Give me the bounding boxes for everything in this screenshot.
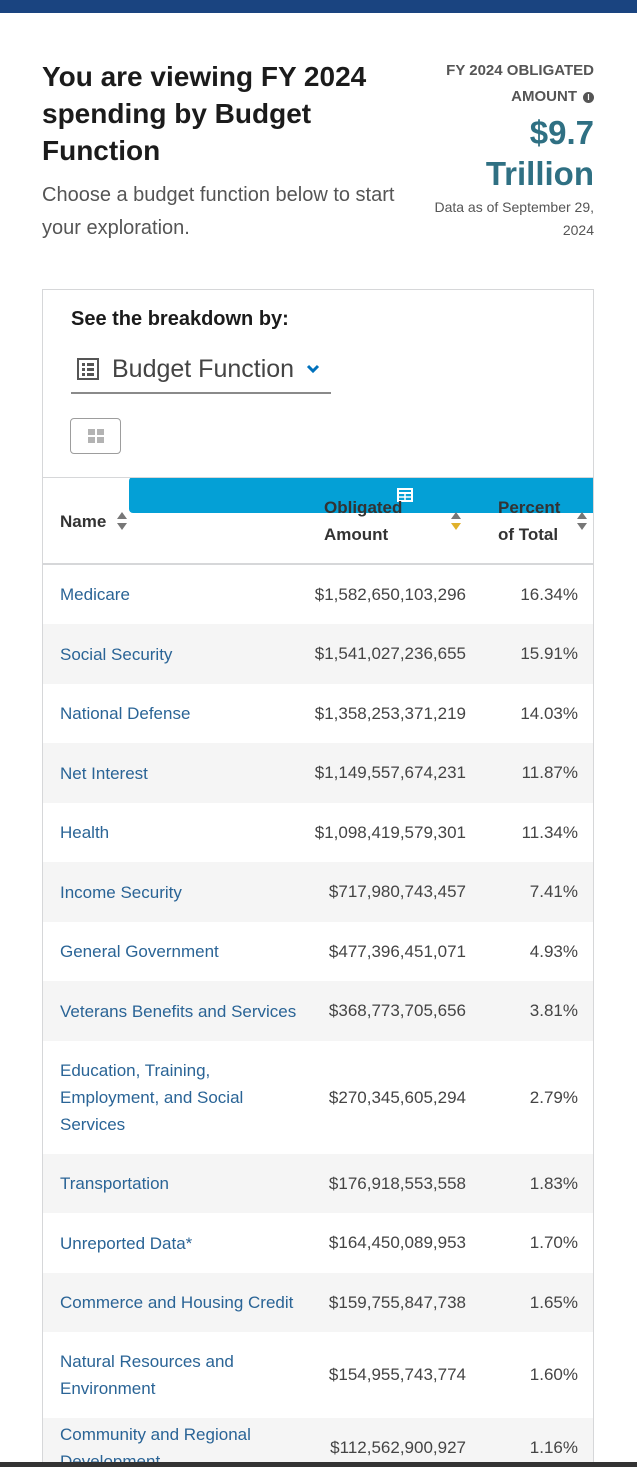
table-list-icon <box>77 358 99 380</box>
percent-of-total-cell: 1.60% <box>530 1365 578 1385</box>
bottom-bar <box>0 1462 637 1467</box>
obligated-amount-cell: $112,562,900,927 <box>330 1438 466 1458</box>
page-subtitle: Choose a budget function below to start … <box>42 179 422 245</box>
column-header-label: Name <box>60 508 106 535</box>
obligated-amount-cell: $164,450,089,953 <box>329 1233 466 1253</box>
percent-of-total-cell: 11.34% <box>522 823 578 843</box>
table-body: Medicare $1,582,650,103,296 16.34% Social S… <box>43 565 594 1467</box>
summary-label-text: FY 2024 OBLIGATED AMOUNT <box>446 62 594 105</box>
obligated-amount-cell: $1,149,557,674,231 <box>315 763 466 783</box>
percent-of-total-cell: 1.70% <box>530 1233 578 1253</box>
obligated-amount-cell: $154,955,743,774 <box>329 1365 466 1385</box>
page-title: You are viewing FY 2024 spending by Budg… <box>42 58 402 169</box>
budget-function-link[interactable]: Social Security <box>60 641 300 668</box>
obligated-amount-cell: $1,582,650,103,296 <box>315 585 466 605</box>
table-row: General Government $477,396,451,071 4.93% <box>43 922 594 981</box>
table-row: Veterans Benefits and Services $368,773,7… <box>43 981 594 1041</box>
budget-function-link[interactable]: Education, Training, Employment, and Soc… <box>60 1057 300 1138</box>
budget-function-link[interactable]: Net Interest <box>60 760 300 787</box>
table-row: National Defense $1,358,253,371,219 14.03% <box>43 684 594 743</box>
table-row: Community and Regional Development $112,5… <box>43 1418 594 1467</box>
budget-function-table: Name Obligated Amount Percent of Total <box>43 477 594 1467</box>
percent-of-total-cell: 1.65% <box>530 1293 578 1313</box>
table-row: Medicare $1,582,650,103,296 16.34% <box>43 565 594 624</box>
info-icon[interactable]: i <box>583 92 594 103</box>
percent-of-total-cell: 4.93% <box>530 942 578 962</box>
budget-function-link[interactable]: Health <box>60 819 300 846</box>
table-row: Transportation $176,918,553,558 1.83% <box>43 1154 594 1213</box>
obligated-amount-cell: $1,098,419,579,301 <box>315 823 466 843</box>
obligated-amount-cell: $477,396,451,071 <box>329 942 466 962</box>
sort-icon <box>116 511 128 531</box>
percent-of-total-cell: 11.87% <box>522 763 578 783</box>
column-header-label: Obligated Amount <box>324 494 464 548</box>
data-as-of-date: Data as of September 29, 2024 <box>424 196 594 242</box>
budget-function-link[interactable]: Natural Resources and Environment <box>60 1348 300 1402</box>
budget-function-link[interactable]: Medicare <box>60 581 300 608</box>
table-row: Unreported Data* $164,450,089,953 1.70% <box>43 1213 594 1273</box>
chevron-down-icon <box>306 364 320 374</box>
obligated-amount-cell: $368,773,705,656 <box>329 1001 466 1021</box>
percent-of-total-cell: 7.41% <box>530 882 578 902</box>
table-row: Social Security $1,541,027,236,655 15.91% <box>43 624 594 684</box>
breakdown-selected-value: Budget Function <box>112 355 294 384</box>
obligated-amount-cell: $717,980,743,457 <box>329 882 466 902</box>
grid-view-button[interactable] <box>70 418 121 454</box>
percent-of-total-cell: 1.16% <box>530 1438 578 1458</box>
column-header-obligated-amount[interactable]: Obligated Amount <box>324 478 464 564</box>
percent-of-total-cell: 15.91% <box>520 644 578 664</box>
obligated-amount-cell: $1,541,027,236,655 <box>315 644 466 664</box>
budget-function-link[interactable]: General Government <box>60 938 300 965</box>
percent-of-total-cell: 2.79% <box>530 1088 578 1108</box>
percent-of-total-cell: 16.34% <box>520 585 578 605</box>
budget-function-link[interactable]: Veterans Benefits and Services <box>60 998 300 1025</box>
budget-function-link[interactable]: Community and Regional Development <box>60 1421 300 1467</box>
breakdown-dropdown[interactable]: Budget Function <box>71 346 331 394</box>
summary-label: FY 2024 OBLIGATED AMOUNT i <box>424 58 594 110</box>
obligated-amount-cell: $176,918,553,558 <box>329 1174 466 1194</box>
top-nav-bar <box>0 0 637 13</box>
table-row: Net Interest $1,149,557,674,231 11.87% <box>43 743 594 803</box>
obligated-amount-cell: $270,345,605,294 <box>329 1088 466 1108</box>
budget-function-link[interactable]: National Defense <box>60 700 300 727</box>
table-header: Name Obligated Amount Percent of Total <box>43 477 594 565</box>
column-header-label: Percent of Total <box>498 494 568 548</box>
table-row: Natural Resources and Environment $154,95… <box>43 1332 594 1418</box>
breakdown-panel: See the breakdown by: Budget Function <box>42 289 594 1467</box>
breakdown-label: See the breakdown by: <box>71 308 289 331</box>
table-row: Commerce and Housing Credit $159,755,847,… <box>43 1273 594 1332</box>
budget-function-link[interactable]: Commerce and Housing Credit <box>60 1289 300 1316</box>
obligated-amount-summary: FY 2024 OBLIGATED AMOUNT i $9.7 Trillion … <box>424 58 594 242</box>
budget-function-link[interactable]: Unreported Data* <box>60 1230 300 1257</box>
budget-function-link[interactable]: Transportation <box>60 1170 300 1197</box>
sort-icon <box>576 511 588 531</box>
obligated-amount-cell: $159,755,847,738 <box>329 1293 466 1313</box>
percent-of-total-cell: 3.81% <box>530 1001 578 1021</box>
sort-active-icon <box>450 511 462 531</box>
column-header-percent-of-total[interactable]: Percent of Total <box>498 478 588 564</box>
grid-icon <box>88 429 104 443</box>
column-header-name[interactable]: Name <box>60 478 260 564</box>
summary-value: $9.7 Trillion <box>424 112 594 194</box>
table-row: Health $1,098,419,579,301 11.34% <box>43 803 594 862</box>
table-row: Income Security $717,980,743,457 7.41% <box>43 862 594 922</box>
budget-function-link[interactable]: Income Security <box>60 879 300 906</box>
percent-of-total-cell: 1.83% <box>530 1174 578 1194</box>
obligated-amount-cell: $1,358,253,371,219 <box>315 704 466 724</box>
table-row: Education, Training, Employment, and Soc… <box>43 1041 594 1154</box>
percent-of-total-cell: 14.03% <box>520 704 578 724</box>
